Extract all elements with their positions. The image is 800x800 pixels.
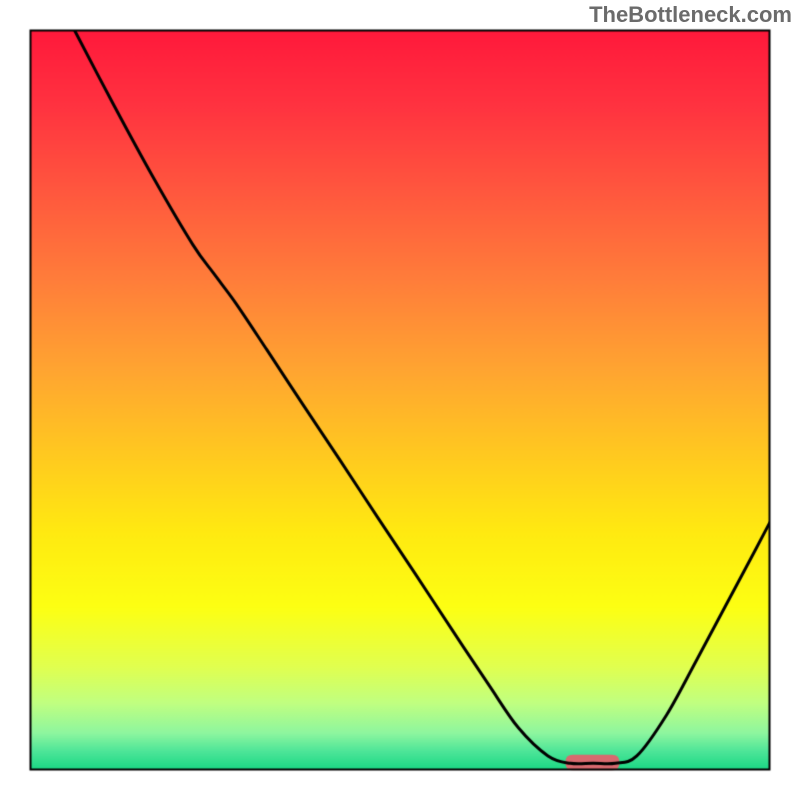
chart-container: TheBottleneck.com bbox=[0, 0, 800, 800]
bottleneck-chart-canvas bbox=[0, 0, 800, 800]
